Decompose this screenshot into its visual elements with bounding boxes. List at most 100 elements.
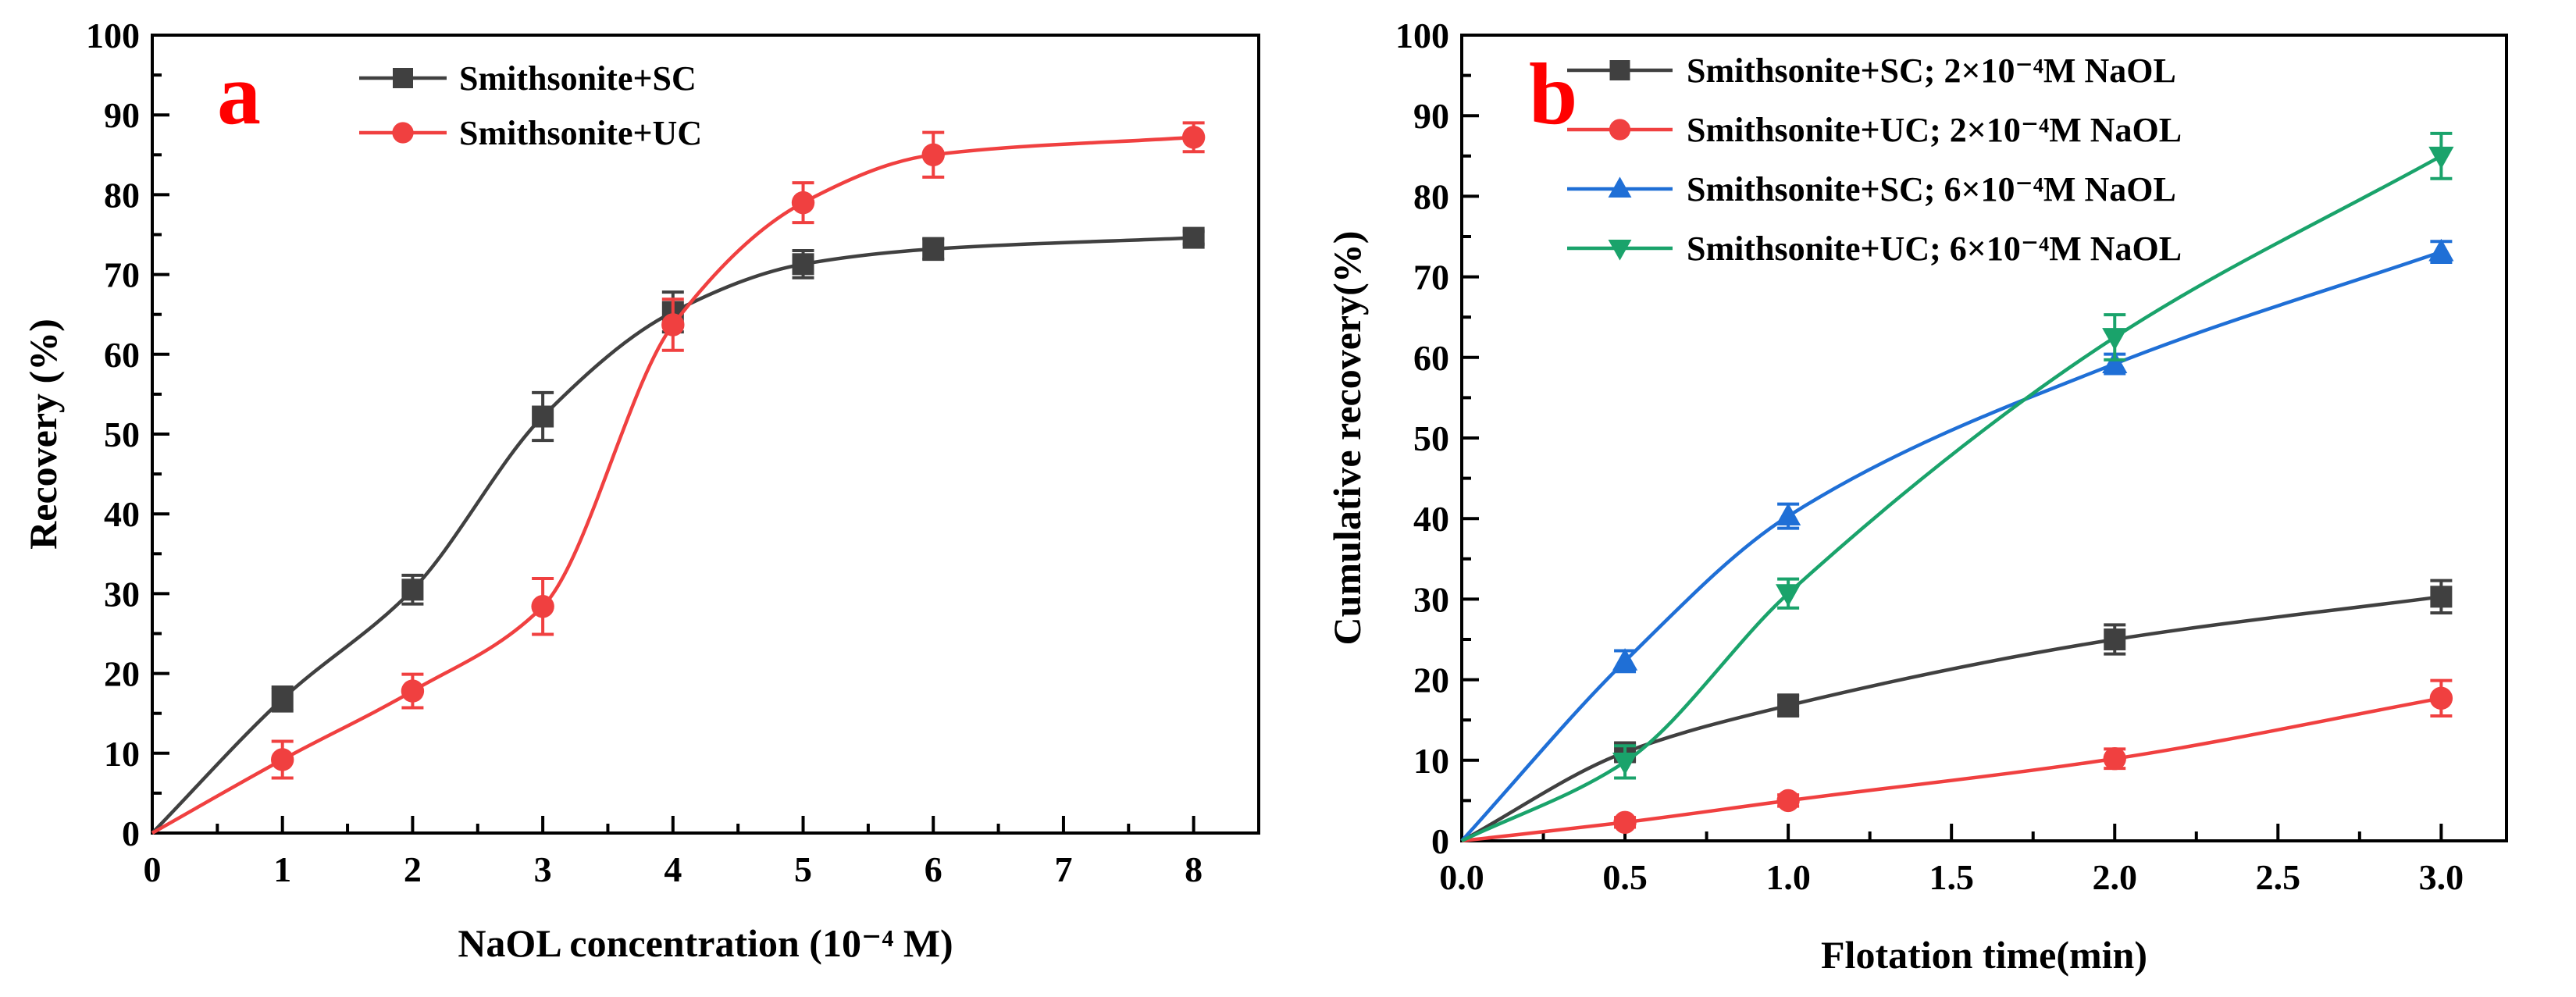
x-tick-label: 5 xyxy=(794,849,812,889)
legend-entry: Smithsonite+SC xyxy=(459,59,697,98)
panel-label: a xyxy=(217,46,261,143)
data-point xyxy=(1182,226,1205,249)
chart-panel-b: 0 10 20 30 40 50 60 70 80 90 100 0.0 0.5 1.0 1.5 2.0 2.5… xyxy=(1325,16,2508,977)
legend-entry: Smithsonite+UC xyxy=(459,114,702,152)
x-tick-label: 2.5 xyxy=(2256,857,2301,897)
y-axis-label: Cumulative recovery(%) xyxy=(1325,231,1369,646)
data-point xyxy=(1181,126,1206,149)
data-point xyxy=(271,748,294,771)
series-line xyxy=(1460,595,2442,842)
series-4 xyxy=(1461,131,2454,843)
data-point xyxy=(401,679,425,703)
x-tick-label: 1 xyxy=(273,849,291,889)
y-tick-label: 80 xyxy=(104,175,140,215)
y-tick-label: 10 xyxy=(1413,741,1449,781)
x-tick-label: 4 xyxy=(664,849,682,889)
x-tick-label: 8 xyxy=(1185,849,1202,889)
legend-entry: Smithsonite+SC; 6×10⁻⁴M NaOL xyxy=(1687,170,2176,208)
legend-entry: Smithsonite+UC; 6×10⁻⁴M NaOL xyxy=(1687,230,2182,268)
x-tick-label: 6 xyxy=(925,849,942,889)
series-line xyxy=(1460,250,2442,842)
series-1 xyxy=(1460,579,2453,842)
data-point xyxy=(2102,351,2128,373)
y-tick-label: 0 xyxy=(1431,821,1449,861)
data-point xyxy=(2103,747,2126,771)
data-point xyxy=(1776,789,1800,813)
legend-marker xyxy=(392,122,414,144)
legend-marker xyxy=(1609,119,1631,141)
series-2 xyxy=(151,121,1206,835)
legend-entry: Smithsonite+UC; 2×10⁻⁴M NaOL xyxy=(1687,111,2182,149)
legend-marker xyxy=(1609,60,1630,80)
x-tick-label: 0.5 xyxy=(1602,857,1648,897)
data-point xyxy=(1613,810,1637,834)
y-tick-label: 40 xyxy=(104,494,140,534)
x-tick-label: 2 xyxy=(404,849,422,889)
data-point xyxy=(1776,503,1801,526)
y-tick-label: 30 xyxy=(104,574,140,614)
x-axis-label: Flotation time(min) xyxy=(1821,933,2147,977)
y-axis-label: Recovery (%) xyxy=(21,319,65,550)
y-tick-label: 0 xyxy=(122,814,140,853)
legend-marker xyxy=(393,68,413,88)
data-point xyxy=(921,143,945,166)
y-tick-label: 50 xyxy=(1413,418,1449,458)
y-tick-label: 80 xyxy=(1413,176,1449,216)
data-point xyxy=(922,237,945,260)
y-tick-label: 40 xyxy=(1413,499,1449,539)
series-line xyxy=(1461,696,2442,843)
data-point xyxy=(1612,648,1638,671)
y-tick-label: 20 xyxy=(1413,661,1449,700)
y-tick-label: 90 xyxy=(104,95,140,135)
y-tick-label: 60 xyxy=(104,335,140,375)
data-point xyxy=(2104,628,2126,650)
data-point xyxy=(792,253,814,276)
y-tick-label: 100 xyxy=(1395,16,1449,55)
x-tick-label: 1.0 xyxy=(1765,857,1811,897)
x-tick-label: 0.0 xyxy=(1439,857,1484,897)
legend-marker xyxy=(1608,239,1632,261)
data-point xyxy=(2428,238,2454,262)
y-tick-label: 70 xyxy=(1413,258,1449,297)
series-3 xyxy=(1460,238,2454,842)
x-tick-label: 7 xyxy=(1054,849,1072,889)
data-point xyxy=(2429,686,2453,710)
series-line xyxy=(151,135,1194,835)
data-point xyxy=(1612,752,1638,775)
data-point xyxy=(271,688,294,710)
y-tick-label: 10 xyxy=(104,734,140,774)
x-tick-label: 0 xyxy=(144,849,162,889)
x-tick-label: 1.5 xyxy=(1929,857,1974,897)
plot-frame xyxy=(1460,34,2508,842)
x-axis-label: NaOL concentration (10⁻⁴ M) xyxy=(458,921,953,965)
data-point xyxy=(661,313,685,336)
data-point xyxy=(531,595,554,618)
y-tick-label: 30 xyxy=(1413,579,1449,619)
y-tick-label: 50 xyxy=(104,415,140,454)
y-tick-label: 20 xyxy=(104,654,140,694)
legend-entry: Smithsonite+SC; 2×10⁻⁴M NaOL xyxy=(1687,52,2176,90)
legend: Smithsonite+SC; 2×10⁻⁴M NaOL Smithsonite+… xyxy=(1567,52,2182,268)
chart-panel-a: 0 10 20 30 40 50 60 70 80 90 100 0 1 2 3 4 5 6 7 8 NaOL conc… xyxy=(21,16,1260,965)
plot-frame xyxy=(151,34,1260,835)
series-line xyxy=(1461,154,2442,843)
data-point xyxy=(1776,584,1801,607)
legend-marker xyxy=(1608,176,1632,198)
x-tick-label: 3 xyxy=(534,849,552,889)
series-1 xyxy=(151,226,1205,835)
y-tick-label: 100 xyxy=(86,16,140,55)
data-point xyxy=(532,405,554,428)
data-point xyxy=(2102,328,2128,351)
legend: Smithsonite+SC Smithsonite+UC xyxy=(359,59,702,152)
data-point xyxy=(401,579,424,601)
x-tick-label: 3.0 xyxy=(2419,857,2464,897)
y-tick-label: 70 xyxy=(104,255,140,295)
data-point xyxy=(791,190,815,215)
panel-label: b xyxy=(1529,46,1577,143)
x-tick-label: 2.0 xyxy=(2093,857,2138,897)
y-tick-label: 90 xyxy=(1413,96,1449,136)
series-2 xyxy=(1461,678,2453,843)
data-point xyxy=(2430,586,2453,608)
data-point xyxy=(1777,694,1800,717)
